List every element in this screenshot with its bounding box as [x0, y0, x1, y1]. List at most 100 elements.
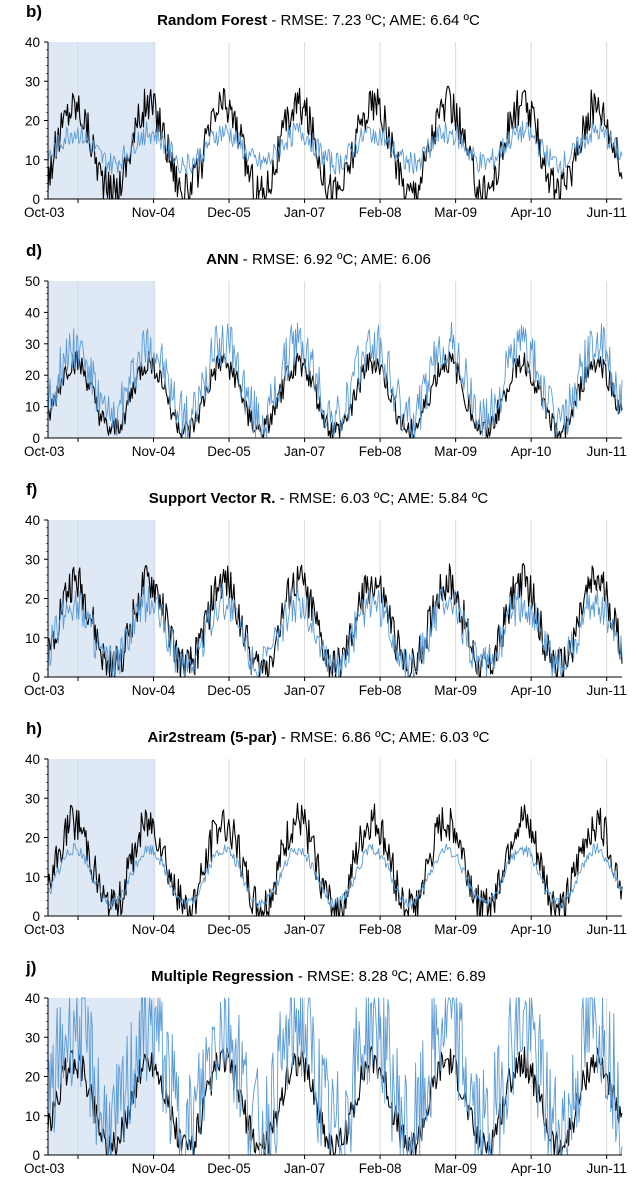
chart-title-model: Multiple Regression	[151, 968, 294, 985]
chart-title-stats: - RMSE: 8.28 ºC; AME: 6.89	[293, 968, 486, 985]
chart-panel: j) Multiple Regression - RMSE: 8.28 ºC; A…	[0, 956, 637, 1195]
x-tick-label: Nov-04	[132, 683, 176, 698]
x-tick-label: Nov-04	[132, 205, 176, 220]
chart-title-model: Random Forest	[157, 12, 268, 29]
y-tick-label: 10	[25, 400, 40, 415]
y-tick-label: 20	[25, 592, 40, 607]
x-tick-label: Jun-11	[587, 922, 627, 937]
x-tick-label: Apr-10	[511, 683, 552, 698]
x-tick-label: Dec-05	[207, 683, 251, 698]
y-tick-label: 30	[25, 1030, 40, 1045]
chart-title: Support Vector R. - RMSE: 6.03 ºC; AME: …	[0, 490, 637, 507]
x-tick-label: Dec-05	[207, 205, 251, 220]
x-tick-label: Oct-03	[24, 205, 65, 220]
model-series-line	[47, 582, 623, 678]
chart-title: Multiple Regression - RMSE: 8.28 ºC; AME…	[0, 968, 637, 985]
model-series-line	[47, 842, 623, 911]
chart-title-model: Support Vector R.	[148, 490, 276, 507]
panel-label: f)	[26, 480, 38, 499]
chart-title: Random Forest - RMSE: 7.23 ºC; AME: 6.64…	[0, 12, 637, 29]
x-tick-label: Apr-10	[511, 1161, 552, 1176]
chart-panel: f) Support Vector R. - RMSE: 6.03 ºC; AME…	[0, 478, 637, 717]
chart-title-stats: - RMSE: 6.86 ºC; AME: 6.03 ºC	[276, 729, 490, 746]
x-tick-label: Jun-11	[587, 1161, 627, 1176]
x-tick-label: Jan-07	[284, 922, 325, 937]
x-tick-label: Oct-03	[24, 683, 65, 698]
chart-title-stats: - RMSE: 6.03 ºC; AME: 5.84 ºC	[275, 490, 489, 507]
observed-series-line	[47, 802, 623, 917]
y-tick-label: 10	[25, 870, 40, 885]
x-tick-label: Jan-07	[284, 444, 325, 459]
x-tick-label: Mar-09	[434, 444, 477, 459]
x-tick-label: Dec-05	[207, 1161, 251, 1176]
y-tick-label: 0	[32, 1148, 40, 1163]
x-tick-label: Apr-10	[511, 444, 552, 459]
x-tick-label: Feb-08	[359, 205, 402, 220]
y-tick-label: 0	[32, 670, 40, 685]
x-tick-label: Dec-05	[207, 922, 251, 937]
x-tick-label: Nov-04	[132, 922, 176, 937]
chart-title-model: Air2stream (5-par)	[147, 729, 277, 746]
x-tick-label: Feb-08	[359, 444, 402, 459]
x-tick-label: Jun-11	[587, 683, 627, 698]
chart-panel: h) Air2stream (5-par) - RMSE: 6.86 ºC; AM…	[0, 717, 637, 956]
y-tick-label: 20	[25, 1070, 40, 1085]
x-tick-label: Mar-09	[434, 205, 477, 220]
x-tick-label: Oct-03	[24, 444, 65, 459]
x-tick-label: Feb-08	[359, 922, 402, 937]
y-tick-label: 20	[25, 368, 40, 383]
y-tick-label: 50	[25, 274, 40, 289]
y-tick-label: 10	[25, 153, 40, 168]
panel-label: d)	[26, 241, 43, 260]
chart-svg: 0 10 20 30 40 Oct-03 Nov-04 Dec-05 Jan-07 Feb-08 M…	[24, 513, 627, 698]
panel-label: j)	[26, 958, 37, 977]
x-tick-label: Mar-09	[434, 922, 477, 937]
chart-title-stats: - RMSE: 6.92 ºC; AME: 6.06	[238, 251, 431, 268]
x-tick-label: Apr-10	[511, 205, 552, 220]
model-series-line	[47, 997, 623, 1156]
x-tick-label: Mar-09	[434, 1161, 477, 1176]
y-tick-label: 0	[32, 192, 40, 207]
y-tick-label: 40	[25, 305, 40, 320]
x-tick-label: Jun-11	[587, 205, 627, 220]
chart-title-model: ANN	[206, 251, 239, 268]
x-tick-label: Feb-08	[359, 1161, 402, 1176]
y-tick-label: 40	[25, 991, 40, 1006]
panel-label: b)	[26, 2, 43, 21]
chart-svg: 0 10 20 30 40 Oct-03 Nov-04 Dec-05 Jan-07 Feb-08 M…	[24, 991, 627, 1176]
model-series-line	[47, 321, 623, 439]
y-tick-label: 40	[25, 35, 40, 50]
y-tick-label: 30	[25, 337, 40, 352]
chart-svg: 0 10 20 30 40 Oct-03 Nov-04 Dec-05 Jan-07 Feb-08 M…	[24, 35, 627, 220]
y-tick-label: 0	[32, 909, 40, 924]
observed-series-line	[47, 85, 623, 200]
chart-panel: b) Random Forest - RMSE: 7.23 ºC; AME: 6.…	[0, 0, 637, 239]
x-tick-label: Oct-03	[24, 922, 65, 937]
y-tick-label: 30	[25, 552, 40, 567]
x-tick-label: Jun-11	[587, 444, 627, 459]
x-tick-label: Feb-08	[359, 683, 402, 698]
y-tick-label: 30	[25, 74, 40, 89]
panel-label: h)	[26, 719, 43, 738]
observed-series-line	[47, 1046, 623, 1156]
y-tick-label: 30	[25, 791, 40, 806]
x-tick-label: Jan-07	[284, 205, 325, 220]
y-tick-label: 20	[25, 114, 40, 129]
chart-title-stats: - RMSE: 7.23 ºC; AME: 6.64 ºC	[267, 12, 480, 29]
chart-svg: 0 10 20 30 40 Oct-03 Nov-04 Dec-05 Jan-07 Feb-08 M…	[24, 752, 627, 937]
y-tick-label: 10	[25, 1109, 40, 1124]
x-tick-label: Jan-07	[284, 1161, 325, 1176]
x-tick-label: Dec-05	[207, 444, 251, 459]
x-tick-label: Mar-09	[434, 683, 477, 698]
x-tick-label: Nov-04	[132, 444, 176, 459]
chart-title: Air2stream (5-par) - RMSE: 6.86 ºC; AME:…	[0, 729, 637, 746]
chart-panel: d) ANN - RMSE: 6.92 ºC; AME: 6.06 0 10 20 30 4…	[0, 239, 637, 478]
y-tick-label: 40	[25, 513, 40, 528]
y-tick-label: 0	[32, 431, 40, 446]
x-tick-label: Oct-03	[24, 1161, 65, 1176]
chart-svg: 0 10 20 30 40 50 Oct-03 Nov-04 Dec-05 Jan-07 Feb-0…	[24, 274, 627, 459]
model-series-line	[47, 120, 623, 175]
x-tick-label: Jan-07	[284, 683, 325, 698]
y-tick-label: 10	[25, 631, 40, 646]
x-tick-label: Nov-04	[132, 1161, 176, 1176]
